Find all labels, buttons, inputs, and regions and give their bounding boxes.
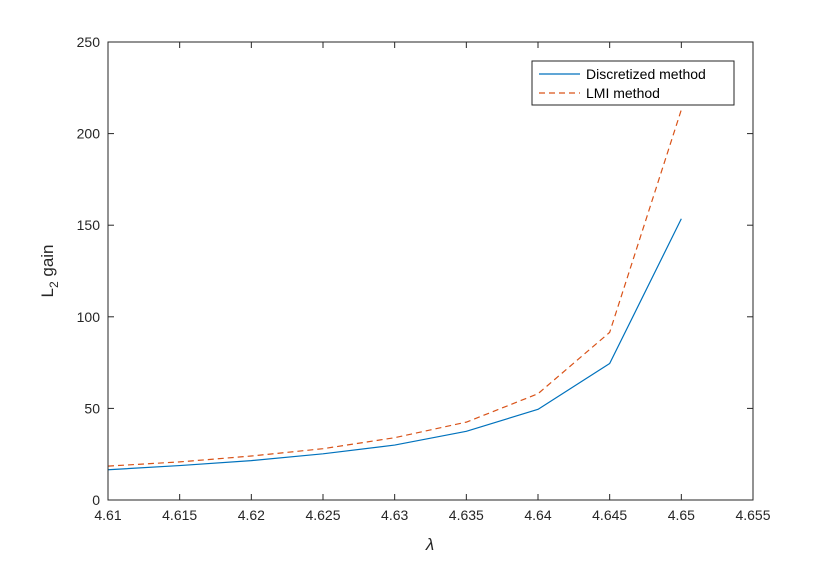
x-tick-label: 4.635 xyxy=(449,507,484,523)
series-line-discretized xyxy=(107,218,682,471)
y-tick-label: 0 xyxy=(92,492,100,508)
y-tick-label: 200 xyxy=(77,126,101,142)
x-tick-label: 4.65 xyxy=(668,507,695,523)
y-axis-label-main: L xyxy=(38,288,57,297)
y-axis-label-subscript: 2 xyxy=(47,281,61,288)
plot-area xyxy=(108,42,753,500)
legend: Discretized method LMI method xyxy=(531,60,735,106)
y-tick-label: 250 xyxy=(77,34,101,50)
x-tick-label: 4.645 xyxy=(592,507,627,523)
legend-label-lmi: LMI method xyxy=(586,85,660,101)
y-axis-label: L2 gain xyxy=(38,244,61,297)
x-tick-label: 4.615 xyxy=(162,507,197,523)
legend-box xyxy=(531,60,735,106)
series-layer xyxy=(107,109,682,471)
y-tick-label: 150 xyxy=(77,217,101,233)
x-tick-label: 4.63 xyxy=(381,507,408,523)
tick-layer: 4.61 4.615 4.62 4.625 4.63 4.635 4.64 4.645 4.65… xyxy=(77,34,771,523)
x-axis-label: λ xyxy=(425,535,434,554)
x-tick-label: 4.625 xyxy=(305,507,340,523)
y-tick-label: 50 xyxy=(84,400,100,416)
y-axis-label-suffix: gain xyxy=(38,244,57,281)
plot-box xyxy=(107,41,754,501)
x-tick-label: 4.655 xyxy=(735,507,770,523)
x-tick-label: 4.62 xyxy=(238,507,265,523)
legend-label-discretized: Discretized method xyxy=(586,66,706,82)
x-tick-label: 4.61 xyxy=(94,507,121,523)
y-tick-label: 100 xyxy=(77,309,101,325)
series-line-lmi xyxy=(107,109,682,467)
x-tick-label: 4.64 xyxy=(524,507,551,523)
